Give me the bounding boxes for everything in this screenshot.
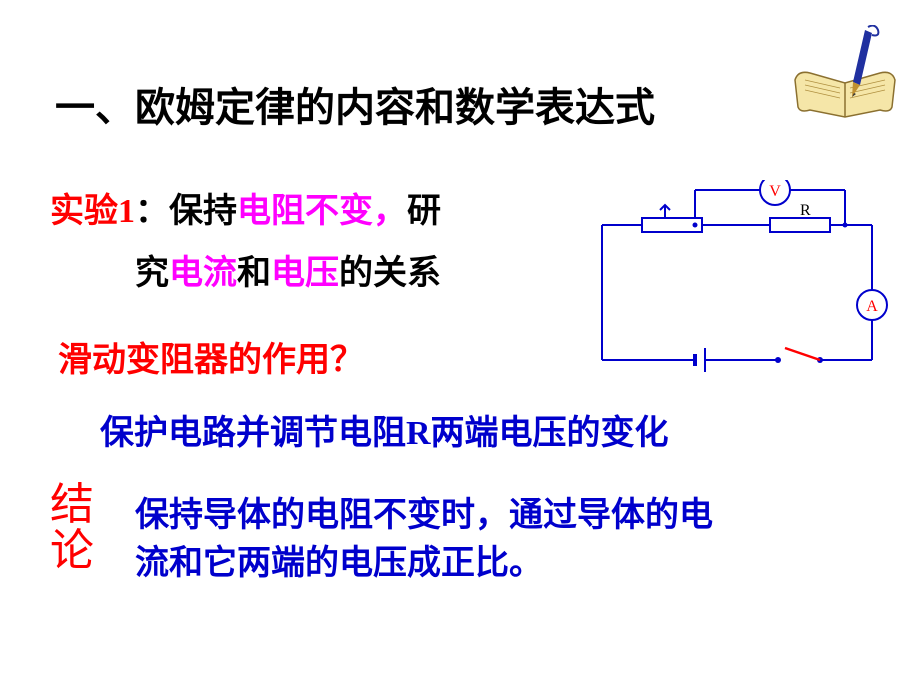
voltage-text: 电压: [271, 255, 339, 292]
rheostat-answer: 保护电路并调节电阻R两端电压的变化: [100, 405, 669, 454]
conclusion-label: 结 论: [50, 482, 94, 574]
question-mark: ？: [330, 342, 364, 379]
current-text: 电流: [169, 255, 237, 292]
study-2: 究: [135, 255, 169, 292]
experiment-line-2: 究电流和电压的关系: [135, 245, 441, 294]
conclusion-label-1: 结: [50, 482, 94, 528]
book-pen-icon: [790, 25, 900, 120]
and-text: 和: [237, 255, 271, 292]
resistor-label: R: [800, 202, 811, 219]
circuit-diagram: V R A: [590, 180, 890, 380]
resistance-constant: 电阻不变，: [237, 193, 407, 230]
study-1: 研: [407, 193, 441, 230]
ammeter-label: A: [866, 298, 878, 315]
conclusion-text-1: 保持导体的电阻不变时，通过导体的电: [135, 487, 713, 536]
conclusion-label-2: 论: [50, 528, 94, 574]
colon: ：: [135, 193, 169, 230]
experiment-line-1: 实验1：保持电阻不变，研: [50, 183, 441, 232]
experiment-label: 实验1: [50, 193, 135, 230]
conclusion-text-2: 流和它两端的电压成正比。: [135, 535, 543, 584]
relation-text: 的关系: [339, 255, 441, 292]
voltmeter-label: V: [769, 183, 781, 200]
page-title: 一、欧姆定律的内容和数学表达式: [55, 75, 655, 133]
rheostat-question-text: 滑动变阻器的作用: [58, 342, 330, 379]
keep-text: 保持: [169, 193, 237, 230]
rheostat-question: 滑动变阻器的作用？: [58, 332, 364, 381]
